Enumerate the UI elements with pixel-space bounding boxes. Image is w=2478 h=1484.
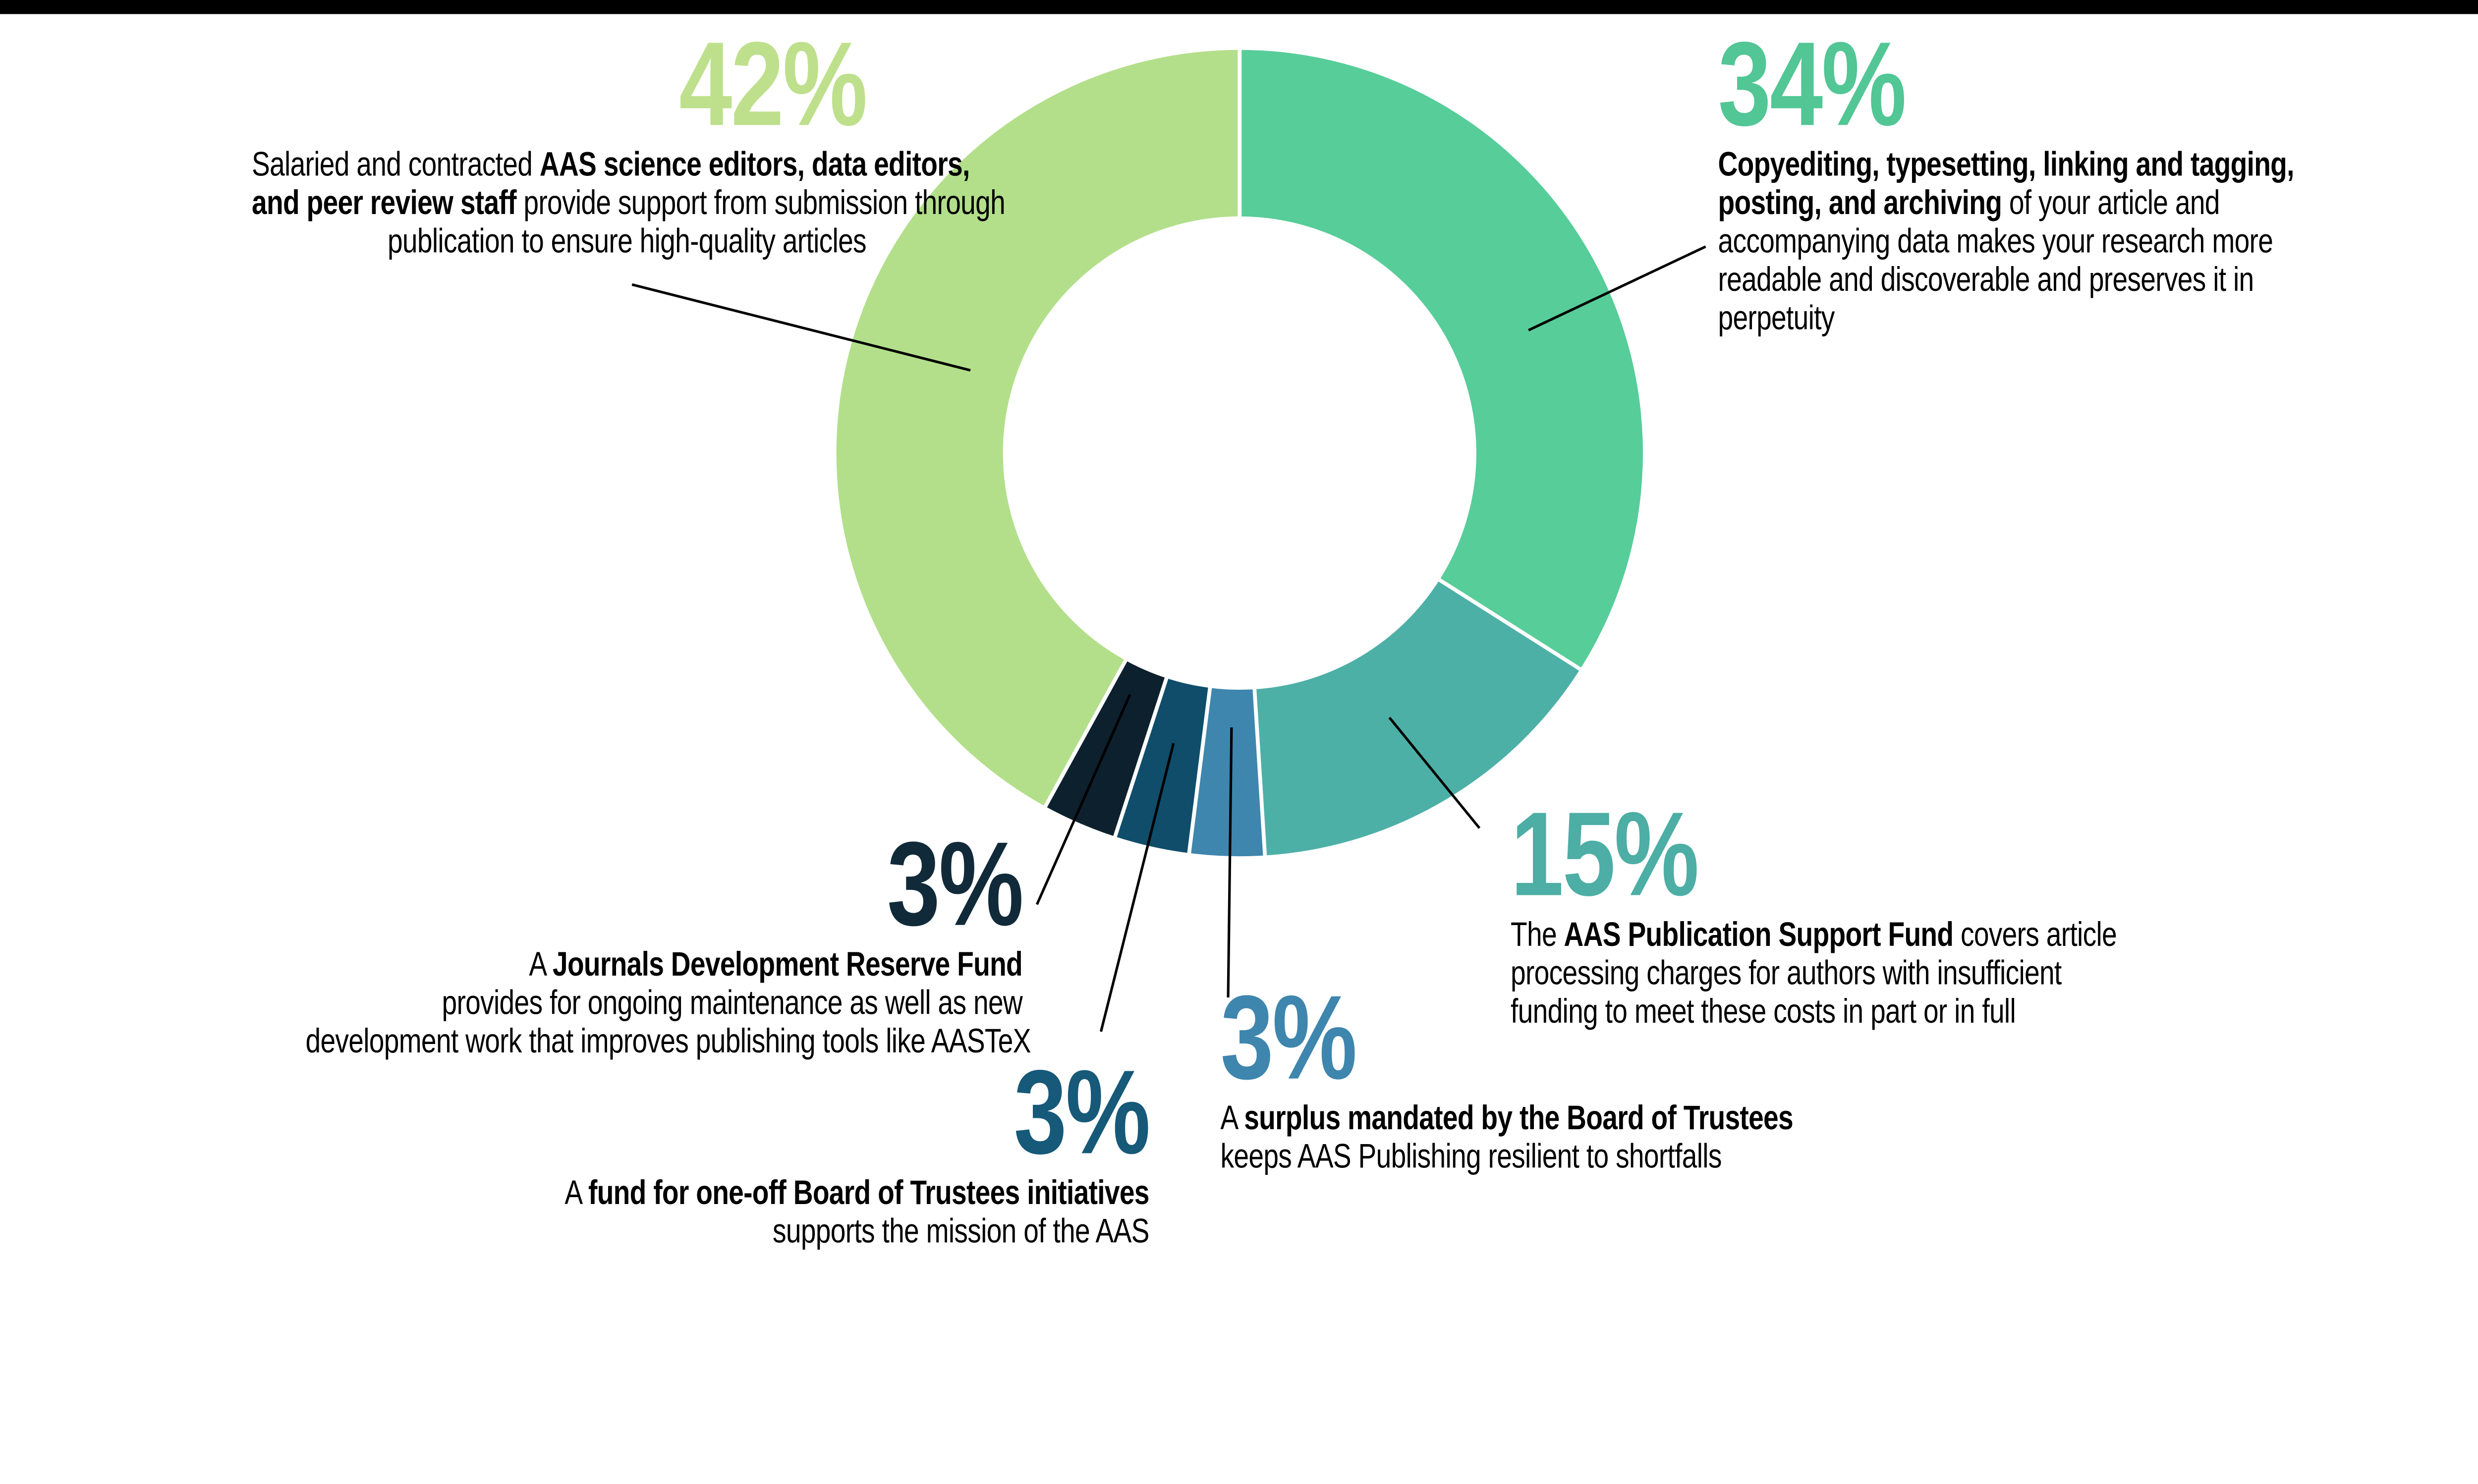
- callout-text-line: development work that improves publishin…: [305, 1022, 1031, 1060]
- percent-label-34: 34%: [1718, 17, 1907, 151]
- callout-text-line: keeps AAS Publishing resilient to shortf…: [1220, 1137, 1722, 1175]
- callout-text-line: processing charges for authors with insu…: [1511, 953, 2062, 992]
- callout-34-percent: 34% Copyediting, typesetting, linking an…: [1718, 23, 2444, 337]
- callout-text-line: A fund for one-off Board of Trustees ini…: [564, 1173, 1149, 1211]
- leader-line-3-journals: [1035, 694, 1131, 905]
- callout-text-line: perpetuity: [1718, 298, 1835, 337]
- callout-text-line: publication to ensure high-quality artic…: [387, 221, 867, 260]
- callout-3-surplus-text: A surplus mandated by the Board of Trust…: [1221, 1099, 2031, 1175]
- leader-line-3-surplus: [1227, 727, 1233, 998]
- leader-line-15: [1388, 716, 1481, 829]
- callout-34-text: Copyediting, typesetting, linking and ta…: [1718, 145, 2444, 337]
- leader-line-42: [631, 283, 971, 372]
- percent-label-3-journals: 3%: [887, 817, 1024, 951]
- callout-text-line: Copyediting, typesetting, linking and ta…: [1718, 145, 2295, 183]
- percent-label-3-oneoff: 3%: [1014, 1045, 1151, 1179]
- callout-text-line: and peer review staff provide support fr…: [252, 183, 1006, 221]
- callout-text-line: Salaried and contracted AAS science edit…: [252, 145, 970, 183]
- callout-text-line: provides for ongoing maintenance as well…: [442, 983, 1023, 1022]
- callout-text-line: funding to meet these costs in part or i…: [1511, 991, 2016, 1030]
- donut-chart: [631, 49, 1706, 1032]
- percent-label-15: 15%: [1511, 787, 1699, 921]
- leader-line-34: [1528, 245, 1706, 331]
- donut-hole: [1003, 216, 1476, 690]
- callout-3-journals-text: A Journals Development Reserve Fund provi…: [126, 945, 1031, 1060]
- callout-text-line: A surplus mandated by the Board of Trust…: [1220, 1099, 1794, 1137]
- callout-3-oneoff-text: A fund for one-off Board of Trustees ini…: [253, 1173, 1149, 1250]
- callout-15-percent: 15% The AAS Publication Support Fund cov…: [1511, 787, 2279, 1031]
- leader-line-3-oneoff: [1099, 743, 1175, 1032]
- callout-3-percent-oneoff-fund: 3% A fund for one-off Board of Trustees …: [253, 1045, 1151, 1250]
- callout-3-percent-surplus: 3% A surplus mandated by the Board of Tr…: [1221, 977, 2031, 1175]
- callout-42-text: Salaried and contracted AAS science edit…: [98, 145, 1006, 260]
- callout-text-line: A Journals Development Reserve Fund: [529, 945, 1023, 983]
- callout-text-line: readable and discoverable and preserves …: [1718, 260, 2254, 298]
- top-black-bar: [0, 0, 2478, 14]
- callout-text-line: posting, and archiving of your article a…: [1718, 183, 2220, 221]
- callout-3-percent-journals-fund: 3% A Journals Development Reserve Fund pr…: [126, 817, 1031, 1060]
- percent-label-42: 42%: [679, 17, 868, 151]
- slide-canvas: 42% Salaried and contracted AAS science …: [0, 0, 2478, 1250]
- callout-text-line: The AAS Publication Support Fund covers …: [1511, 915, 2117, 953]
- callout-15-text: The AAS Publication Support Fund covers …: [1511, 915, 2279, 1030]
- callout-42-percent: 42% Salaried and contracted AAS science …: [98, 17, 1006, 260]
- callout-text-line: accompanying data makes your research mo…: [1718, 221, 2273, 260]
- callout-text-line: supports the mission of the AAS: [773, 1211, 1149, 1250]
- percent-label-3-surplus: 3%: [1220, 971, 1357, 1104]
